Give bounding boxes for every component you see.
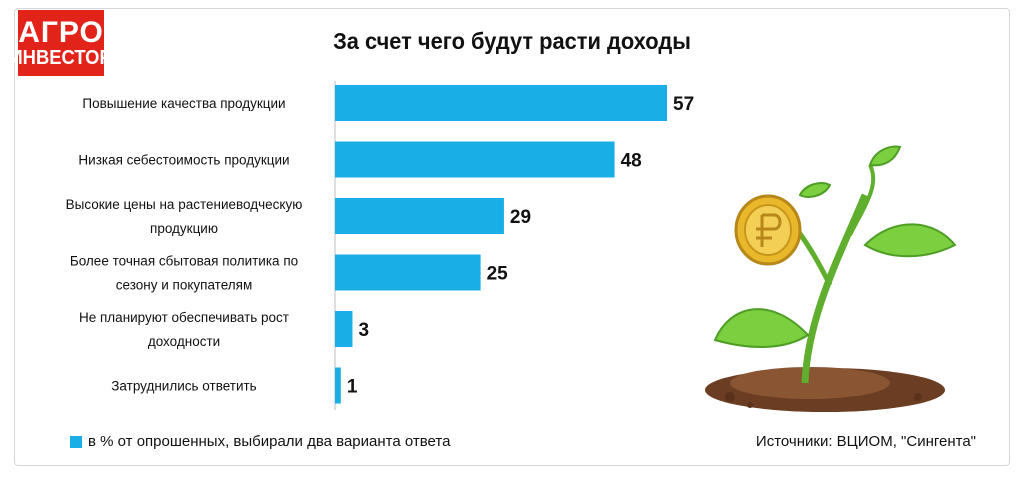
bar-value-label: 25 (487, 264, 509, 285)
bar (335, 254, 481, 291)
category-label: Низкая себестоимость продукции (78, 153, 289, 168)
bar-value-label: 57 (673, 94, 694, 115)
category-label: Высокие цены на растениеводческую продукц… (66, 197, 303, 236)
category-label: Более точная сбытовая политика по сезону … (70, 254, 298, 293)
bar (335, 367, 341, 404)
bar (335, 85, 667, 121)
category-label: Затруднились ответить (111, 379, 256, 394)
logo-line-2: ИНВЕСТОР (9, 47, 113, 69)
legend-text: в % от опрошенных, выбирали два варианта… (88, 433, 451, 450)
chart-title: За счет чего будут расти доходы (333, 28, 691, 54)
source-note: Источники: ВЦИОМ, "Сингента" (755, 433, 976, 450)
bar (335, 311, 353, 347)
logo-line-1: АГРО (18, 16, 104, 49)
bar-value-label: 48 (621, 151, 642, 172)
bar (335, 198, 504, 234)
plant-with-coin-icon (705, 145, 957, 412)
legend-swatch (70, 435, 82, 448)
legend: в % от опрошенных, выбирали два варианта… (70, 433, 450, 450)
category-label: Повышение качества продукции (82, 96, 285, 111)
agroinvestor-logo: АГРО ИНВЕСТОР (10, 10, 112, 76)
category-label: Не планируют обеспечивать рост доходности (79, 310, 289, 349)
bar-value-label: 29 (510, 207, 531, 228)
bar (335, 141, 615, 178)
bar-value-label: 3 (358, 320, 369, 341)
bar-value-label: 1 (347, 377, 358, 398)
